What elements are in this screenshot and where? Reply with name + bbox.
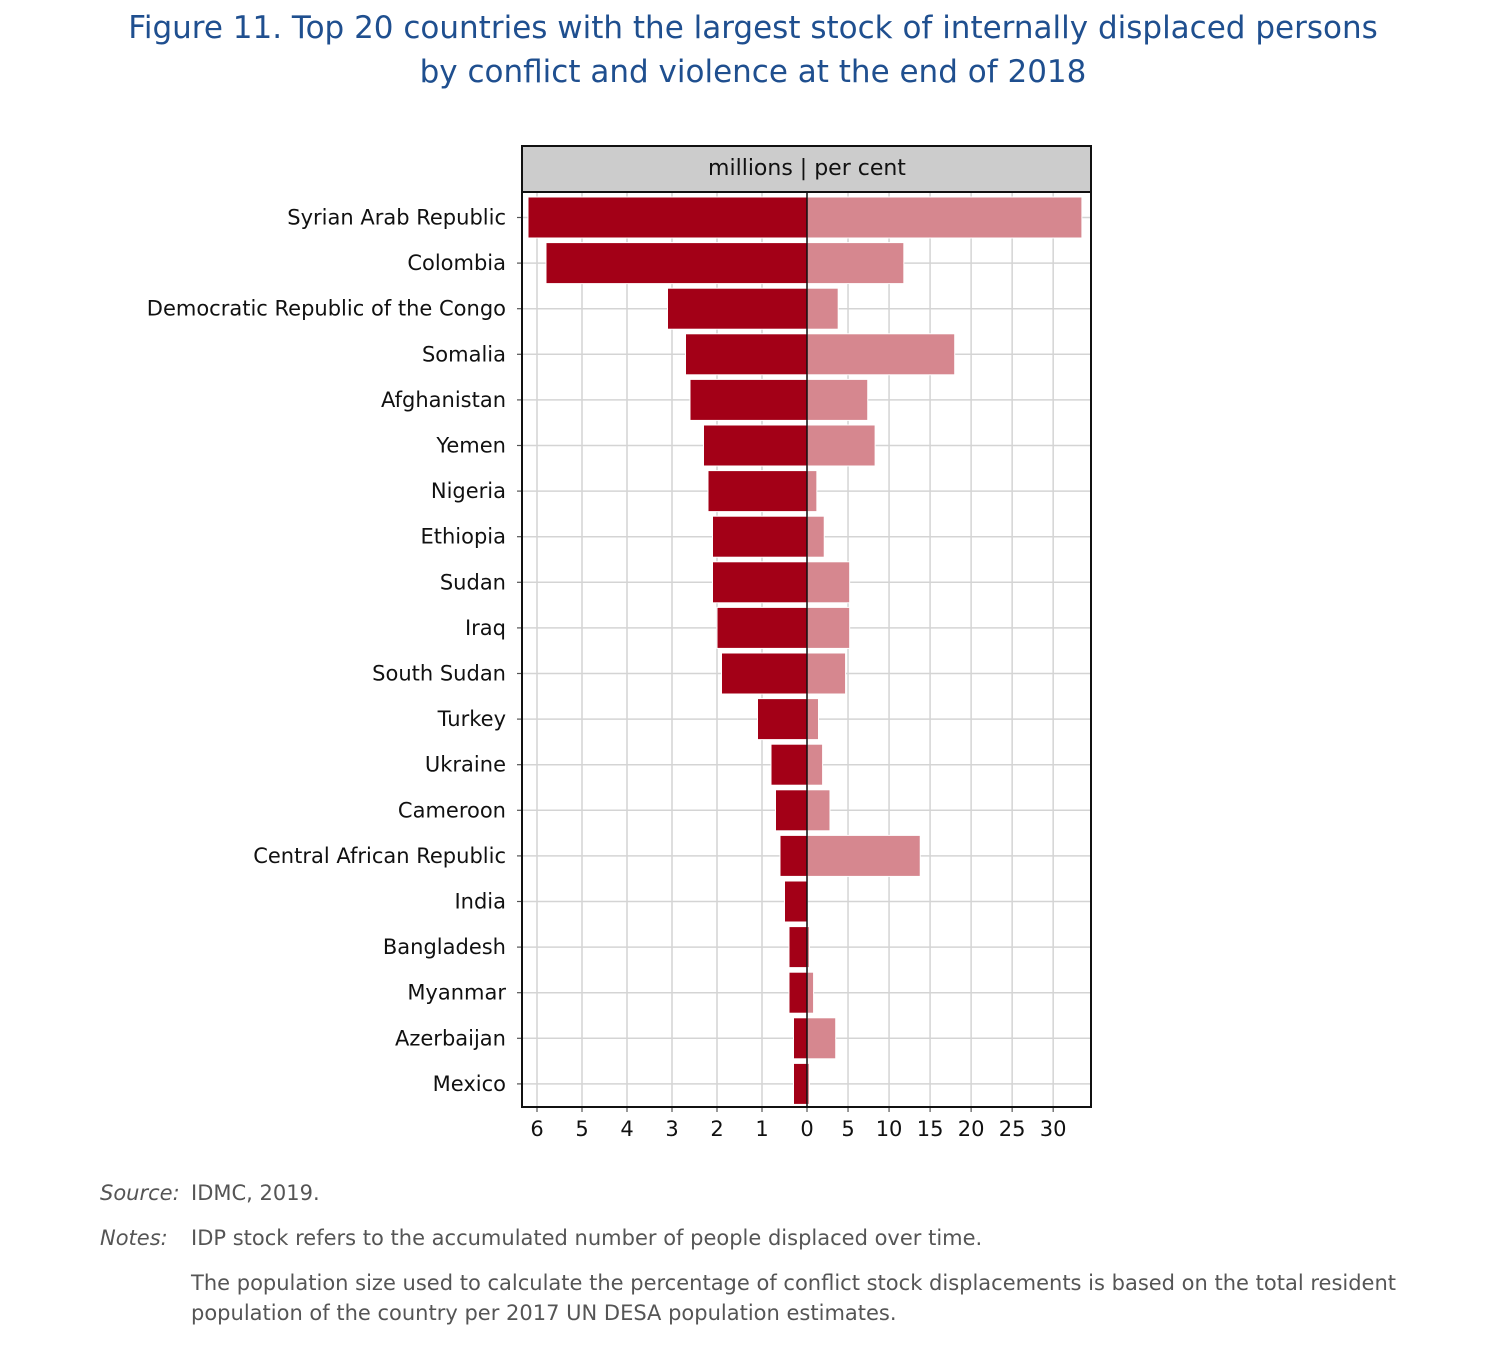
bar-percent (806, 971, 815, 1014)
category-label: India (454, 890, 506, 914)
bar-percent (806, 515, 825, 558)
bar-millions (793, 1017, 808, 1060)
bar-millions (716, 606, 808, 649)
x-tick-label: 30 (1040, 1117, 1067, 1141)
x-tick-label: 5 (841, 1117, 854, 1141)
category-label: Sudan (440, 570, 506, 594)
bar-percent (806, 470, 818, 513)
category-label: Azerbaijan (395, 1026, 506, 1050)
category-label: Myanmar (407, 981, 506, 1005)
x-tick-label: 1 (755, 1117, 768, 1141)
x-tick-label: 25 (999, 1117, 1026, 1141)
figure-notes: Source: IDMC, 2019. Notes: IDP stock ref… (100, 1178, 1460, 1328)
category-labels: Syrian Arab Republic Colombia Democratic R… (147, 206, 507, 1096)
category-label: Turkey (437, 707, 506, 731)
bar-millions (712, 515, 808, 558)
bar-millions (775, 789, 808, 832)
x-tick-label: 10 (876, 1117, 903, 1141)
notes-label: Notes: (100, 1226, 168, 1250)
bar-percent (806, 333, 956, 376)
category-label: Bangladesh (383, 935, 506, 959)
category-label: Somalia (422, 342, 506, 366)
x-tick-label: 4 (620, 1117, 633, 1141)
bar-percent (806, 378, 869, 421)
bar-millions (721, 652, 808, 695)
bar-millions (689, 378, 808, 421)
panel-strip-label: millions | per cent (708, 156, 906, 181)
bar-millions (793, 1062, 808, 1105)
bar-millions (712, 561, 808, 604)
bar-millions (685, 333, 808, 376)
x-tick-label: 20 (958, 1117, 985, 1141)
bar-millions (770, 743, 808, 786)
bar-millions (784, 880, 808, 923)
category-label: Syrian Arab Republic (287, 206, 506, 230)
bar-percent (806, 606, 851, 649)
bar-millions (545, 242, 808, 285)
x-tick-label: 0 (800, 1117, 813, 1141)
figure-title: Figure 11. Top 20 countries with the lar… (0, 6, 1506, 94)
source-label: Source: (100, 1181, 180, 1205)
bar-millions (667, 287, 808, 330)
category-label: Ukraine (425, 753, 506, 777)
source-text: IDMC, 2019. (191, 1181, 320, 1205)
category-label: Central African Republic (253, 844, 506, 868)
note-2: The population size used to calculate th… (191, 1271, 1397, 1325)
bar-millions (707, 470, 808, 513)
bar-millions (757, 698, 808, 741)
category-label: South Sudan (372, 662, 506, 686)
x-tick-label: 15 (917, 1117, 944, 1141)
bars (527, 196, 1083, 1105)
category-label: Yemen (435, 434, 506, 458)
bar-percent (806, 698, 819, 741)
figure-title-line-2: by conflict and violence at the end of 2… (419, 54, 1087, 90)
category-label: Mexico (433, 1072, 506, 1096)
bar-chart: Syrian Arab Republic Colombia Democratic R… (147, 145, 1092, 1141)
category-label: Democratic Republic of the Congo (147, 297, 506, 321)
bar-percent (806, 652, 847, 695)
bar-millions (779, 834, 808, 877)
category-label: Afghanistan (381, 388, 506, 412)
category-label: Cameroon (398, 798, 506, 822)
bar-millions (788, 926, 808, 969)
x-tick-label: 3 (665, 1117, 678, 1141)
bar-percent (806, 743, 824, 786)
x-tick-label: 6 (530, 1117, 543, 1141)
bar-millions (703, 424, 808, 467)
bar-millions (527, 196, 808, 239)
x-tick-label: 2 (710, 1117, 723, 1141)
x-tick-label: 5 (575, 1117, 588, 1141)
category-label: Nigeria (431, 479, 506, 503)
axis-ticks: 6 5 4 3 2 1 0 5 10 15 20 25 30 (517, 216, 1067, 1141)
bar-percent (806, 242, 905, 285)
category-label: Ethiopia (420, 525, 506, 549)
bar-percent (806, 1017, 837, 1060)
bar-percent (806, 287, 839, 330)
category-label: Colombia (407, 251, 506, 275)
bar-millions (788, 971, 808, 1014)
figure-title-line-1: Figure 11. Top 20 countries with the lar… (128, 10, 1378, 46)
bar-percent (806, 196, 1083, 239)
bar-percent (806, 789, 831, 832)
note-1: IDP stock refers to the accumulated numb… (191, 1226, 983, 1250)
bar-percent (806, 561, 851, 604)
bar-percent (806, 424, 876, 467)
bar-percent (806, 834, 921, 877)
category-label: Iraq (465, 616, 506, 640)
